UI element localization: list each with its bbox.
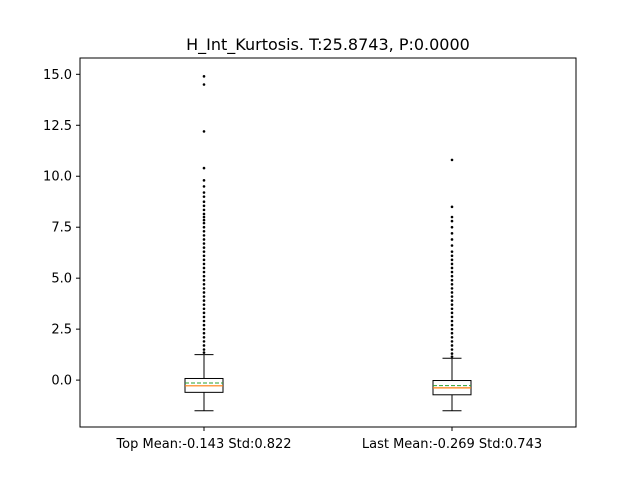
outlier-point — [202, 208, 206, 212]
outlier-point — [450, 258, 454, 262]
box-group — [184, 75, 224, 412]
outlier-point — [202, 335, 206, 339]
outlier-point — [202, 254, 206, 258]
outlier-point — [450, 266, 454, 270]
outlier-point — [450, 335, 454, 339]
outlier-point — [202, 344, 206, 347]
outlier-point — [202, 75, 206, 78]
outlier-point — [450, 205, 454, 209]
chart-title: H_Int_Kurtosis. T:25.8743, P:0.0000 — [186, 35, 470, 55]
outlier-point — [202, 234, 206, 237]
outlier-point — [202, 238, 206, 241]
outlier-point — [450, 319, 454, 323]
outlier-point — [450, 315, 454, 319]
outlier-point — [202, 315, 206, 319]
outlier-point — [450, 340, 454, 343]
outlier-point — [202, 195, 206, 198]
outlier-point — [202, 351, 206, 354]
outlier-point — [450, 311, 454, 315]
outlier-point — [202, 246, 206, 249]
outlier-point — [202, 212, 206, 216]
y-tick-label: 5.0 — [51, 272, 72, 287]
x-category-label: Top Mean:-0.143 Std:0.822 — [115, 437, 291, 452]
outlier-point — [450, 270, 454, 274]
x-category-label: Last Mean:-0.269 Std:0.743 — [362, 437, 542, 452]
y-tick-label: 0.0 — [51, 374, 72, 389]
outlier-point — [450, 295, 454, 298]
outlier-point — [450, 254, 454, 258]
box-group — [432, 158, 472, 412]
outlier-point — [450, 299, 454, 302]
outlier-point — [202, 311, 206, 315]
outlier-point — [202, 218, 206, 222]
outlier-point — [450, 158, 454, 162]
outlier-point — [450, 262, 454, 266]
outlier-point — [202, 331, 206, 335]
outlier-point — [202, 179, 206, 182]
outlier-point — [202, 303, 206, 306]
outlier-point — [202, 191, 206, 194]
outlier-point — [450, 244, 454, 247]
outlier-point — [450, 327, 454, 331]
outlier-point — [202, 258, 206, 262]
outlier-point — [450, 352, 454, 355]
outlier-point — [202, 221, 206, 225]
outlier-point — [450, 225, 454, 229]
outlier-point — [202, 348, 206, 351]
outlier-point — [450, 355, 454, 358]
outlier-point — [450, 307, 454, 311]
outlier-point — [202, 307, 206, 311]
outlier-point — [450, 344, 454, 347]
outlier-point — [202, 323, 206, 327]
plot-area — [79, 57, 577, 428]
outlier-point — [450, 287, 454, 290]
outlier-point — [202, 274, 206, 278]
y-tick-label: 7.5 — [51, 221, 72, 236]
outlier-point — [202, 130, 206, 133]
outlier-point — [450, 282, 454, 286]
outlier-point — [202, 83, 206, 86]
outlier-point — [202, 185, 206, 188]
outlier-point — [202, 215, 206, 219]
outlier-point — [450, 323, 454, 327]
outlier-point — [450, 219, 454, 223]
y-tick-label: 15.0 — [43, 68, 72, 83]
y-tick-label: 2.5 — [51, 323, 72, 338]
y-axis: 0.0 2.5 5.0 7.5 10.0 12.5 15.0 — [43, 68, 80, 389]
outlier-point — [202, 270, 206, 274]
outlier-point — [202, 319, 206, 323]
outlier-point — [450, 331, 454, 335]
outlier-point — [202, 282, 206, 286]
outlier-point — [202, 166, 206, 170]
outlier-point — [450, 291, 454, 294]
outlier-point — [202, 287, 206, 290]
y-tick-label: 10.0 — [43, 170, 72, 185]
outlier-point — [202, 225, 206, 229]
outlier-point — [202, 278, 206, 282]
outlier-point — [202, 266, 206, 270]
x-axis: Top Mean:-0.143 Std:0.822 Last Mean:-0.26… — [115, 427, 542, 452]
box-series — [184, 75, 472, 412]
outlier-point — [202, 250, 206, 253]
outlier-point — [202, 299, 206, 302]
outlier-point — [450, 232, 454, 235]
outlier-point — [450, 303, 454, 306]
outlier-point — [202, 291, 206, 294]
outlier-point — [202, 295, 206, 298]
outlier-point — [202, 204, 206, 208]
outlier-point — [450, 238, 454, 241]
outlier-point — [202, 242, 206, 245]
outlier-point — [450, 215, 454, 219]
outlier-point — [202, 340, 206, 343]
y-tick-label: 12.5 — [43, 119, 72, 134]
outlier-point — [450, 348, 454, 351]
outlier-point — [202, 229, 206, 233]
outlier-point — [202, 327, 206, 331]
outlier-point — [202, 262, 206, 266]
outlier-point — [450, 278, 454, 282]
outlier-point — [450, 274, 454, 278]
outlier-point — [450, 250, 454, 253]
outlier-point — [202, 200, 206, 204]
